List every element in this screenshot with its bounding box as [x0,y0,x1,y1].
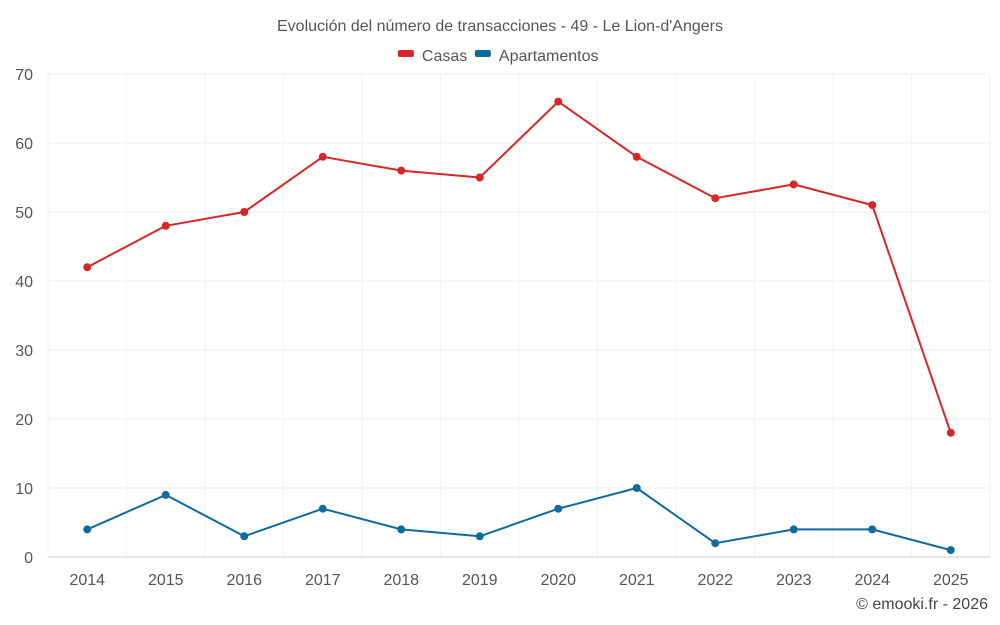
data-point[interactable] [789,180,798,189]
x-tick-label: 2018 [383,572,419,589]
series-line [86,100,952,434]
data-point[interactable] [868,525,877,534]
x-axis: 2014 2015 2016 2017 2018 2019 2020 2021 2022 2023… [69,572,968,589]
data-point[interactable] [318,152,327,161]
y-axis: 0 10 20 30 40 50 60 70 [15,67,33,567]
y-tick-label: 20 [15,412,33,429]
data-point[interactable] [946,546,955,555]
credit-text: © emooki.fr - 2026 [856,596,988,613]
data-point[interactable] [83,525,92,534]
data-point[interactable] [475,532,484,541]
grid [47,73,991,558]
y-tick-label: 60 [15,136,33,153]
x-tick-label: 2021 [619,572,655,589]
legend-item-casas[interactable]: Casas [397,48,467,65]
series-group [83,97,955,555]
legend-label: Casas [422,48,467,65]
data-point[interactable] [83,263,92,272]
data-point[interactable] [711,194,720,203]
y-tick-label: 30 [15,343,33,360]
series-apartamentos [83,484,955,555]
data-point[interactable] [318,504,327,513]
data-point[interactable] [397,525,406,534]
data-point[interactable] [554,97,563,106]
data-point[interactable] [946,428,955,437]
y-tick-label: 40 [15,274,33,291]
x-tick-label: 2020 [540,572,576,589]
x-tick-label: 2015 [148,572,184,589]
y-tick-label: 0 [24,550,33,567]
data-point[interactable] [632,484,641,492]
data-point[interactable] [711,539,720,548]
data-point[interactable] [161,490,170,499]
data-point[interactable] [789,525,798,534]
x-tick-label: 2025 [933,572,969,589]
y-tick-label: 10 [15,481,33,498]
legend-swatch [397,50,414,57]
x-tick-label: 2024 [854,572,890,589]
series-line [86,487,952,552]
y-tick-label: 70 [15,67,33,84]
legend: Casas Apartamentos [397,48,599,65]
x-tick-label: 2023 [776,572,812,589]
chart-title: Evolución del número de transacciones - … [277,18,723,35]
data-point[interactable] [240,532,249,541]
x-tick-label: 2022 [697,572,733,589]
series-casas [83,97,955,437]
x-tick-label: 2016 [226,572,262,589]
x-tick-label: 2017 [305,572,341,589]
legend-swatch [474,50,491,57]
data-point[interactable] [240,208,249,216]
x-tick-label: 2019 [462,572,498,589]
data-point[interactable] [554,504,563,513]
legend-item-apartamentos[interactable]: Apartamentos [474,48,599,65]
data-point[interactable] [161,221,170,230]
y-tick-label: 50 [15,205,33,222]
x-tick-label: 2014 [69,572,105,589]
data-point[interactable] [475,173,484,182]
data-point[interactable] [397,166,406,175]
data-point[interactable] [632,152,641,161]
legend-label: Apartamentos [499,48,599,65]
data-point[interactable] [868,201,877,210]
